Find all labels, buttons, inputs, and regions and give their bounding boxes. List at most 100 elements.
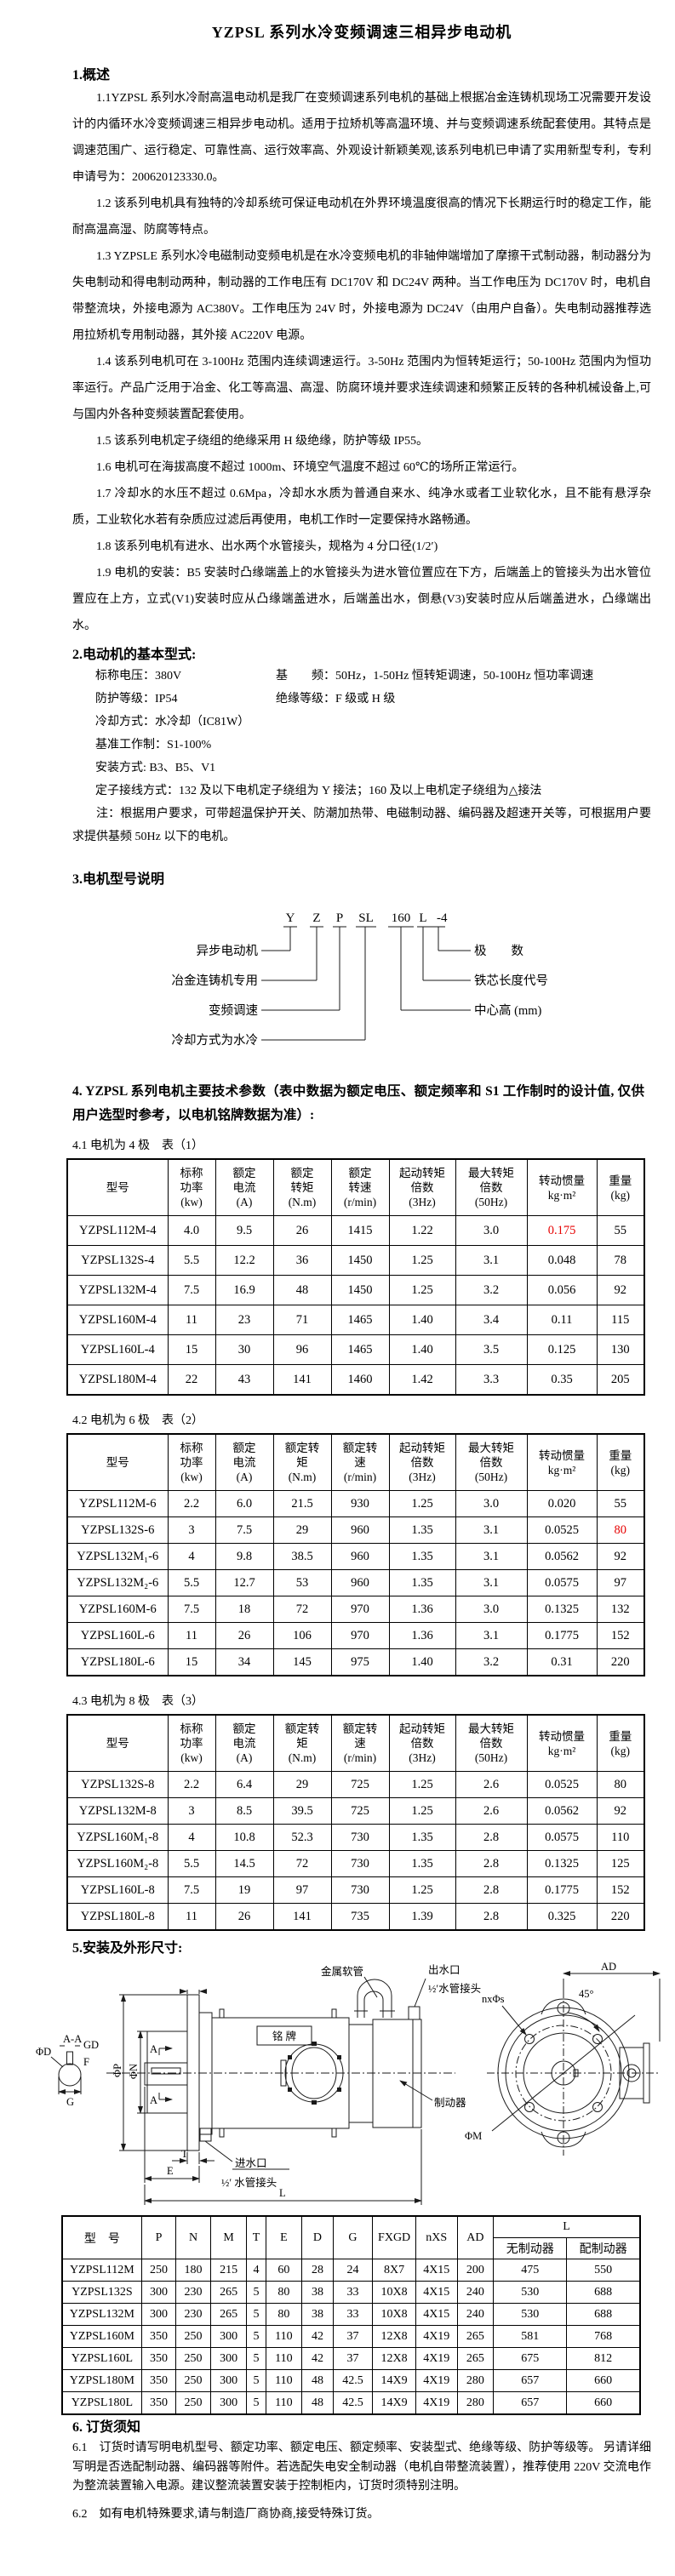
table-row: YZPSL132M₁-6 4 9.8 38.5 960 1.35 3.1 0.0562 92 xyxy=(66,1543,645,1570)
table-cell: 688 xyxy=(566,2303,641,2326)
table-cell: 141 xyxy=(272,1364,332,1396)
spec-line: 定子接线方式：132 及以下电机定子绕组为 Y 接法；160 及以上电机定子绕组… xyxy=(72,780,651,803)
column-header: 额定转矩(N.m) xyxy=(272,1714,332,1772)
table-cell: 24 xyxy=(332,2259,374,2282)
table-cell: 1465 xyxy=(330,1305,390,1335)
table-cell: 97 xyxy=(596,1569,645,1596)
table-cell: 0.048 xyxy=(526,1245,598,1276)
dim-gd-label: GD xyxy=(83,2039,99,2051)
dim-e-label: E xyxy=(167,2165,174,2177)
table-cell: YZPSL132S-6 xyxy=(66,1516,169,1544)
angle-45-label: 45° xyxy=(579,1988,594,2000)
table-row: YZPSL160L-4 15 30 96 1465 1.40 3.5 0.125 130 xyxy=(66,1334,645,1365)
table-cell: 26 xyxy=(215,1622,274,1649)
table-cell: 3.0 xyxy=(455,1490,528,1517)
table-cell: 7.5 xyxy=(167,1275,216,1305)
section-aa-label: A-A xyxy=(63,2033,82,2045)
table-cell: 42 xyxy=(301,2325,334,2348)
column-header: 重量 (kg) xyxy=(596,1433,645,1491)
code-letters-sl: SL xyxy=(358,911,374,925)
spec-line: 标称电压：380V 基 频：50Hz，1-50Hz 恒转矩调速，50-100Hz … xyxy=(72,665,651,688)
table-cell: 0.0575 xyxy=(526,1569,598,1596)
column-header: 额定转矩(N.m) xyxy=(272,1433,332,1491)
table-cell: YZPSL132M₁-6 xyxy=(66,1543,169,1570)
table-cell: 48 xyxy=(272,1275,332,1305)
table-cell: YZPSL160M₁-8 xyxy=(66,1824,169,1851)
column-header: 型 号 xyxy=(61,2215,142,2259)
table-row: YZPSL160L 350 250 300 5 110 42 37 12X8 4X19 265 675… xyxy=(61,2347,641,2370)
table-cell: 92 xyxy=(596,1797,645,1825)
spec-left: 安装方式: B3、B5、V1 xyxy=(95,762,216,774)
table-row: YZPSL180L-6 15 34 145 975 1.40 3.2 0.31 220 xyxy=(66,1648,645,1676)
table-cell: 180 xyxy=(175,2259,211,2282)
table-cell: 53 xyxy=(272,1569,332,1596)
table-cell: 240 xyxy=(456,2303,495,2326)
table-cell: 730 xyxy=(330,1824,390,1851)
column-header: 重量 (kg) xyxy=(596,1158,645,1216)
table-cell: YZPSL160M-6 xyxy=(66,1596,169,1623)
table-cell: 7.5 xyxy=(167,1876,216,1904)
table-cell: 265 xyxy=(209,2303,248,2326)
table-cell: 10X8 xyxy=(372,2303,416,2326)
table-cell: 230 xyxy=(175,2303,211,2326)
table-cell: 735 xyxy=(330,1903,390,1931)
table-cell: 0.1775 xyxy=(526,1622,598,1649)
table-cell: 15 xyxy=(167,1648,216,1676)
table-cell: 1465 xyxy=(330,1334,390,1365)
table-cell: 80 xyxy=(265,2281,303,2304)
table-cell: 4X15 xyxy=(415,2281,458,2304)
code-letter-p: P xyxy=(336,911,343,925)
column-header: 最大转矩 倍数 (50Hz) xyxy=(455,1158,528,1216)
table-cell: 106 xyxy=(272,1622,332,1649)
brake-label: 制动器 xyxy=(434,2097,466,2109)
table-row: YZPSL132S-4 5.5 12.2 36 1450 1.25 3.1 0.048 78 xyxy=(66,1245,645,1276)
table-cell: 0.0562 xyxy=(526,1543,598,1570)
table-cell: 350 xyxy=(140,2325,177,2348)
table-cell: 3.4 xyxy=(455,1305,528,1335)
table-cell: 1.40 xyxy=(388,1305,456,1335)
table-cell: 36 xyxy=(272,1245,332,1276)
label-async-motor: 异步电动机 xyxy=(197,944,259,958)
table-row: YZPSL112M 250 180 215 4 60 28 24 8X7 4X15 200 475 55… xyxy=(61,2259,641,2282)
table-cell: 132 xyxy=(596,1596,645,1623)
table-cell: 152 xyxy=(596,1876,645,1904)
table-cell: 0.020 xyxy=(526,1490,598,1517)
table-cell: 34 xyxy=(215,1648,274,1676)
column-header: 起动转矩 倍数 (3Hz) xyxy=(388,1158,456,1216)
table-cell: 2.6 xyxy=(455,1771,528,1798)
table-cell: YZPSL160M₂-8 xyxy=(66,1850,169,1877)
inlet-label: 进水口 xyxy=(235,2157,267,2169)
table-cell: 0.125 xyxy=(526,1334,598,1365)
table-cell: 12X8 xyxy=(372,2347,416,2370)
paragraph-1-4: 1.4 该系列电机可在 3-100Hz 范围内连续调速运行。3-50Hz 范围内… xyxy=(72,356,651,421)
table-cell: 4X19 xyxy=(415,2347,458,2370)
table-cell: 220 xyxy=(596,1648,645,1676)
table-cell: 38 xyxy=(301,2281,334,2304)
table-cell: YZPSL132M-4 xyxy=(66,1275,169,1305)
table-cell: 1.25 xyxy=(388,1771,456,1798)
table-cell: 4X15 xyxy=(415,2303,458,2326)
table-row: YZPSL180M-4 22 43 141 1460 1.42 3.3 0.35 205 xyxy=(66,1364,645,1396)
table-cell: 3.0 xyxy=(455,1596,528,1623)
code-pole: -4 xyxy=(437,911,448,925)
table-cell: 0.0575 xyxy=(526,1824,598,1851)
column-header-group: L xyxy=(493,2215,641,2238)
table-cell: 280 xyxy=(456,2369,495,2392)
section-heading-install: 5.安装及外形尺寸: xyxy=(72,1941,183,1956)
table-cell: 42 xyxy=(301,2347,334,2370)
table-cell: 725 xyxy=(330,1797,390,1825)
table-cell: 768 xyxy=(566,2325,641,2348)
table-cell: 5.5 xyxy=(167,1569,216,1596)
code-number-160: 160 xyxy=(392,911,411,925)
table-cell: 960 xyxy=(330,1569,390,1596)
table-cell: 110 xyxy=(265,2325,303,2348)
table-cell: 3.3 xyxy=(455,1364,528,1396)
table-cell: 8X7 xyxy=(372,2259,416,2282)
table-cell: 1.35 xyxy=(388,1824,456,1851)
column-subheader: 配制动器 xyxy=(566,2237,641,2259)
column-header: G xyxy=(332,2215,374,2259)
table-cell: 960 xyxy=(330,1516,390,1544)
column-header: 重量 (kg) xyxy=(596,1714,645,1772)
table-cell: YZPSL180L-8 xyxy=(66,1903,169,1931)
table-cell: 5.5 xyxy=(167,1245,216,1276)
